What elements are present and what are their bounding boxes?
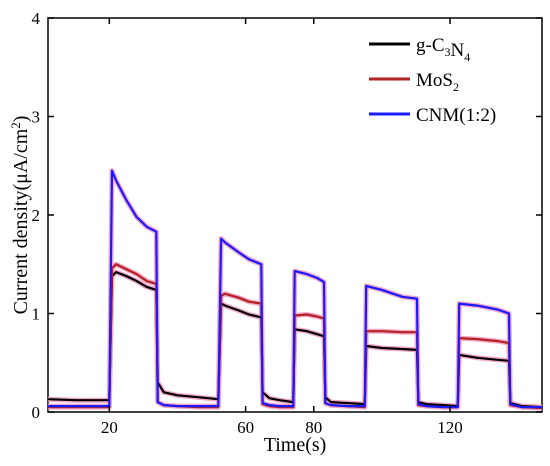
axis-layer: 0 1 2 3 4 20 60 80 120 [32,9,542,437]
legend-label-2: CNM(1:2) [416,105,496,126]
x-tick-label: 20 [101,418,118,437]
y-tick-label: 0 [32,403,41,422]
x-tick-label: 60 [237,418,254,437]
x-tick-label: 120 [437,418,463,437]
legend-label-1: MoS2 [416,70,459,94]
x-tick-label: 80 [305,418,322,437]
legend: g-C3N4 MoS2 CNM(1:2) [369,35,496,126]
x-axis-title: Time(s) [264,434,327,456]
y-tick-label: 4 [32,9,41,28]
legend-label-0: g-C3N4 [416,35,470,64]
y-axis-title: Current density(μA/cm2) [8,116,32,315]
y-tick-label: 1 [32,305,41,324]
y-tick-label: 2 [32,206,41,225]
y-tick-label: 3 [32,108,41,127]
series-layer [47,168,543,411]
